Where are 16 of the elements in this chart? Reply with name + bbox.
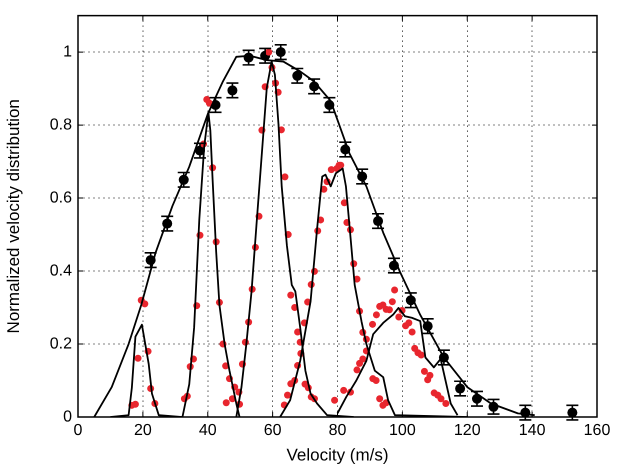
x-tick-label: 160	[584, 422, 610, 440]
y-tick-label: 0.2	[50, 335, 72, 352]
y-tick-label: 0.4	[50, 262, 72, 280]
y-tick-label: 0.6	[50, 189, 72, 206]
x-tick-label: 140	[518, 422, 546, 440]
x-tick-label: 40	[198, 422, 217, 440]
y-tick-label: 0	[63, 408, 72, 426]
x-tick-label: 80	[328, 422, 346, 440]
x-tick-label: 120	[454, 422, 481, 440]
y-axis-title: Normalized velocity distribution	[4, 99, 23, 334]
x-tick-label: 20	[134, 422, 152, 440]
y-tick-label: 1	[63, 43, 72, 60]
x-tick-label: 100	[389, 422, 416, 440]
x-tick-label: 60	[264, 422, 282, 440]
y-tick-label: 0.8	[50, 116, 72, 134]
x-axis-title: Velocity (m/s)	[286, 445, 389, 464]
